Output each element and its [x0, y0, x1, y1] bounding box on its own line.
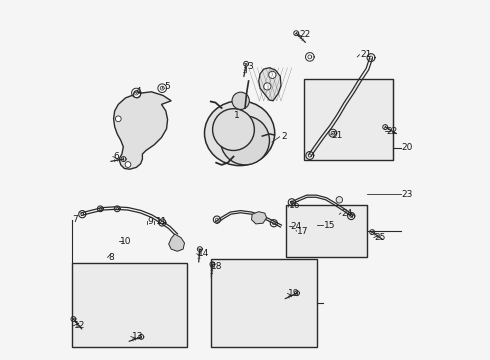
Text: 3: 3	[247, 62, 252, 71]
Text: 23: 23	[402, 190, 413, 199]
Circle shape	[232, 92, 249, 109]
Polygon shape	[169, 234, 185, 251]
Text: 19: 19	[288, 289, 300, 298]
Text: 14: 14	[197, 249, 209, 258]
Text: 5: 5	[164, 82, 170, 91]
Text: 12: 12	[74, 321, 85, 330]
FancyBboxPatch shape	[304, 79, 392, 160]
Text: 7: 7	[72, 215, 78, 224]
Text: 25: 25	[374, 233, 386, 242]
Text: 24: 24	[290, 222, 301, 231]
Text: 18: 18	[211, 262, 222, 271]
Text: 13: 13	[132, 332, 143, 341]
Circle shape	[125, 162, 131, 167]
Text: 15: 15	[324, 220, 336, 230]
Circle shape	[336, 197, 343, 203]
Polygon shape	[114, 92, 171, 169]
Circle shape	[264, 83, 271, 90]
Text: 24: 24	[342, 209, 353, 217]
Text: 21: 21	[360, 50, 371, 59]
Text: 8: 8	[108, 253, 114, 262]
Circle shape	[133, 91, 141, 98]
Text: 21: 21	[331, 130, 343, 139]
Text: 4: 4	[135, 87, 141, 96]
Text: 20: 20	[402, 143, 413, 152]
Polygon shape	[251, 212, 267, 224]
Text: 11: 11	[156, 217, 167, 226]
Ellipse shape	[204, 101, 275, 166]
Text: 6: 6	[114, 152, 120, 161]
Text: 10: 10	[120, 237, 131, 246]
Text: 22: 22	[299, 30, 310, 39]
Text: 17: 17	[297, 227, 309, 236]
Text: 2: 2	[281, 132, 287, 141]
FancyBboxPatch shape	[72, 263, 187, 347]
Circle shape	[116, 116, 121, 122]
FancyBboxPatch shape	[211, 259, 317, 347]
Text: 1: 1	[234, 111, 240, 120]
Circle shape	[213, 109, 254, 150]
Circle shape	[269, 71, 276, 78]
Text: 9: 9	[148, 217, 153, 226]
Circle shape	[220, 116, 270, 165]
Text: 16: 16	[289, 201, 301, 210]
FancyBboxPatch shape	[286, 205, 368, 257]
Polygon shape	[259, 68, 281, 101]
Text: 22: 22	[386, 127, 397, 136]
